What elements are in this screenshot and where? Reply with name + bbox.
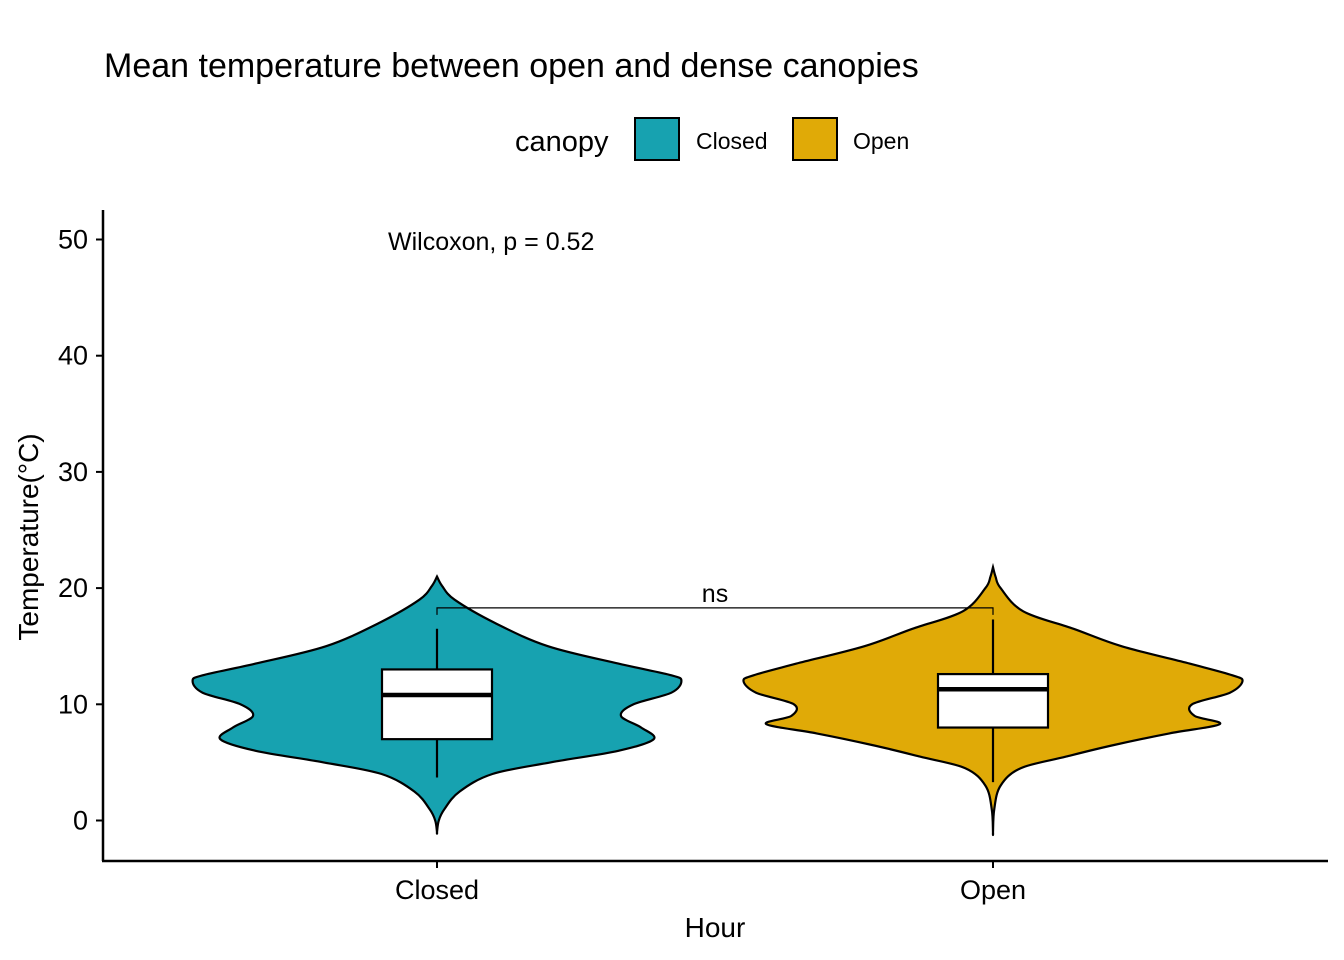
legend-label-open: Open [853, 128, 909, 154]
y-tick-label: 30 [58, 457, 88, 487]
chart-title: Mean temperature between open and dense … [104, 47, 919, 85]
y-tick-label: 10 [58, 689, 88, 719]
box-closed [380, 668, 494, 741]
legend-swatch-closed [634, 117, 680, 161]
legend-label-closed: Closed [696, 128, 768, 154]
y-ticks: 0 10 20 30 40 50 [58, 225, 103, 836]
legend: canopy Closed Open [515, 117, 909, 161]
x-tick-label: Open [960, 875, 1026, 905]
y-axis-title: Temperature(°C) [13, 433, 44, 640]
y-tick-label: 40 [58, 341, 88, 371]
y-tick-label: 20 [58, 573, 88, 603]
violins [191, 562, 1244, 837]
y-tick-label: 0 [73, 806, 88, 836]
y-tick-label: 50 [58, 225, 88, 255]
x-ticks: Closed Open [395, 861, 1026, 905]
bracket-line [436, 607, 994, 615]
box-open [936, 672, 1050, 729]
x-axis-title: Hour [685, 912, 746, 943]
significance-bracket [436, 607, 994, 615]
legend-swatch-open [792, 117, 838, 161]
x-tick-label: Closed [395, 875, 479, 905]
legend-title: canopy [515, 126, 609, 158]
test-annotation: Wilcoxon, p = 0.52 [388, 228, 594, 256]
significance-label: ns [702, 580, 728, 608]
